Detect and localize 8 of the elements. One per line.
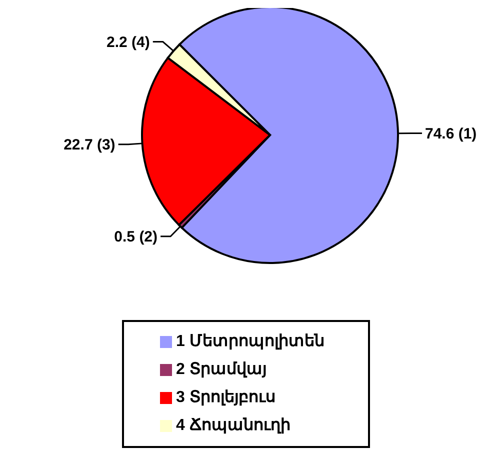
data-label: 0.5 (2) <box>114 228 158 246</box>
data-label: 2.2 (4) <box>106 34 150 52</box>
legend-label: 2 Տրամվայ <box>176 361 266 378</box>
data-label: 74.6 (1) <box>424 125 477 142</box>
legend-label: 1 Մետրոպոլիտեն <box>176 333 324 350</box>
data-label: 22.7 (3) <box>64 136 116 154</box>
legend-label: 3 Տրոլեյբուս <box>176 389 276 406</box>
legend-label: 4 Ճոպանուղի <box>176 417 290 434</box>
